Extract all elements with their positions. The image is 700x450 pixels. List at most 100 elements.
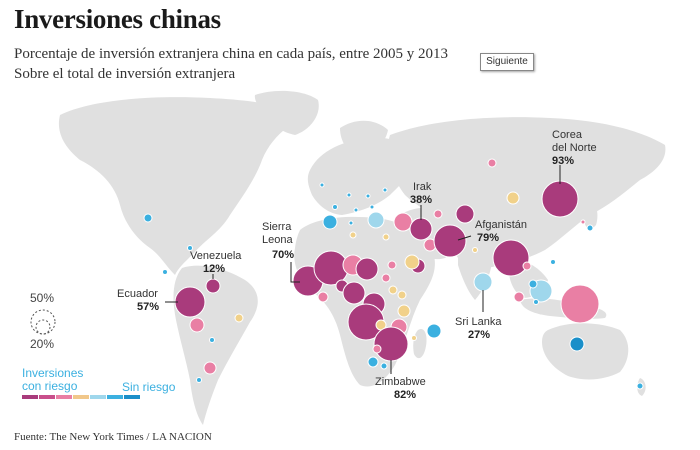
size-legend-50-label: 50% bbox=[30, 291, 55, 305]
pct-irak: 38% bbox=[410, 194, 432, 206]
bubble-germany bbox=[346, 192, 352, 198]
bubble-ukraine bbox=[367, 211, 385, 229]
landmass-scandinavia bbox=[340, 120, 388, 158]
bubble-north-korea bbox=[541, 180, 579, 218]
bubble-tanzania bbox=[397, 304, 411, 318]
bubble-botswana bbox=[380, 362, 388, 370]
label-corea-line2: del Norte bbox=[552, 142, 597, 154]
bubble-argentina bbox=[203, 361, 217, 375]
bubble-mozambique bbox=[411, 335, 417, 341]
bubble-zimbabwe bbox=[373, 326, 409, 362]
size-legend-20-label: 20% bbox=[30, 337, 55, 351]
bubble-uk bbox=[319, 182, 325, 188]
pct-afganistan: 79% bbox=[477, 232, 499, 244]
legend-risk-label: Inversiones con riesgo bbox=[22, 367, 83, 393]
bubble-uganda bbox=[388, 285, 398, 295]
bubble-sri-lanka bbox=[473, 272, 493, 292]
page-subtitle-secondary: Sobre el total de inversión extranjera bbox=[14, 66, 236, 82]
legend-risk-line2: con riesgo bbox=[22, 379, 78, 393]
bubble-south-africa bbox=[372, 344, 382, 354]
legend-no-risk-label: Sin riesgo bbox=[122, 380, 176, 394]
bubble-korea-s bbox=[580, 219, 586, 225]
bubble-sudan bbox=[355, 257, 379, 281]
size-legend-20 bbox=[35, 319, 51, 335]
bubble-bolivia bbox=[209, 337, 215, 343]
pct-sri-lanka: 27% bbox=[468, 329, 490, 341]
pct-ecuador: 57% bbox=[137, 301, 159, 313]
bubble-usa bbox=[187, 245, 193, 251]
next-button[interactable]: Siguiente bbox=[480, 53, 534, 71]
label-sierra-leona-line1: Sierra bbox=[262, 221, 292, 233]
bubble-singapore bbox=[513, 291, 525, 303]
legend-risk-line1: Inversiones bbox=[22, 366, 84, 380]
label-sri-lanka: Sri Lanka bbox=[455, 316, 502, 328]
scale-swatch-6 bbox=[124, 395, 140, 399]
pct-corea: 93% bbox=[552, 155, 574, 167]
bubble-italy bbox=[353, 207, 359, 213]
bubble-ecuador bbox=[174, 286, 206, 318]
bubble-ethiopia bbox=[387, 260, 397, 270]
bubble-namibia bbox=[367, 356, 379, 368]
landmass-japan bbox=[584, 195, 598, 229]
page-subtitle: Porcentaje de inversión extranjera china… bbox=[14, 46, 448, 62]
bubble-chile bbox=[196, 377, 202, 383]
bubble-iceland bbox=[322, 214, 338, 230]
bubble-afghanistan bbox=[433, 224, 467, 258]
bubble-eritrea bbox=[381, 273, 391, 283]
bubble-cameroon bbox=[342, 281, 366, 305]
bubble-australia bbox=[569, 336, 585, 352]
bubble-russia-west bbox=[487, 158, 497, 168]
bubble-canada bbox=[143, 213, 153, 223]
label-zimbabwe: Zimbabwe bbox=[375, 376, 426, 388]
bubble-venezuela bbox=[205, 278, 221, 294]
label-corea-line1: Corea bbox=[552, 129, 583, 141]
bubble-oman bbox=[472, 247, 478, 253]
bubble-mexico bbox=[162, 269, 168, 275]
landmass-madagascar bbox=[413, 328, 427, 359]
pct-venezuela: 12% bbox=[203, 263, 225, 275]
scale-swatch-1 bbox=[39, 395, 55, 399]
leader-sierra-leona bbox=[290, 262, 300, 283]
label-irak: Irak bbox=[413, 181, 432, 193]
landmass-greenland bbox=[254, 90, 319, 135]
size-legend-50 bbox=[30, 309, 56, 335]
investment-bubbles bbox=[143, 158, 644, 390]
leader-afganistan bbox=[457, 235, 472, 241]
bubble-thailand bbox=[528, 279, 538, 289]
bubble-laos bbox=[522, 261, 532, 271]
bubble-indonesia bbox=[533, 299, 539, 305]
bubble-new-zealand bbox=[636, 382, 644, 390]
page-title: Inversiones chinas bbox=[14, 4, 221, 34]
label-venezuela: Venezuela bbox=[190, 250, 242, 262]
bubble-japan bbox=[586, 224, 594, 232]
label-afganistan: Afganistán bbox=[475, 219, 527, 231]
bubble-vietnam bbox=[550, 259, 556, 265]
label-sierra-leona-line2: Leona bbox=[262, 234, 293, 246]
bubble-madagascar bbox=[426, 323, 442, 339]
bubble-iran bbox=[433, 209, 443, 219]
bubble-france bbox=[332, 204, 338, 210]
bubble-finland bbox=[382, 187, 388, 193]
scale-swatch-5 bbox=[107, 395, 123, 399]
bubble-papua bbox=[560, 284, 600, 324]
bubble-uzbekistan bbox=[455, 204, 475, 224]
bubble-egypt bbox=[382, 233, 390, 241]
leader-lines bbox=[165, 165, 561, 374]
landmass-europe bbox=[307, 137, 415, 215]
bubble-iraq bbox=[409, 217, 433, 241]
landmass-north-america bbox=[58, 97, 301, 275]
bubble-kenya bbox=[397, 290, 407, 300]
bubble-morocco bbox=[348, 220, 354, 226]
bubble-algeria bbox=[349, 231, 357, 239]
bubble-kazakhstan bbox=[506, 191, 520, 205]
bubble-poland bbox=[365, 193, 371, 199]
scale-swatch-0 bbox=[22, 395, 38, 399]
scale-swatch-2 bbox=[56, 395, 72, 399]
pct-zimbabwe: 82% bbox=[394, 389, 416, 401]
scale-swatch-4 bbox=[90, 395, 106, 399]
pct-sierra-leona: 70% bbox=[272, 249, 294, 261]
bubble-somalia bbox=[404, 254, 420, 270]
label-ecuador: Ecuador bbox=[117, 288, 158, 300]
